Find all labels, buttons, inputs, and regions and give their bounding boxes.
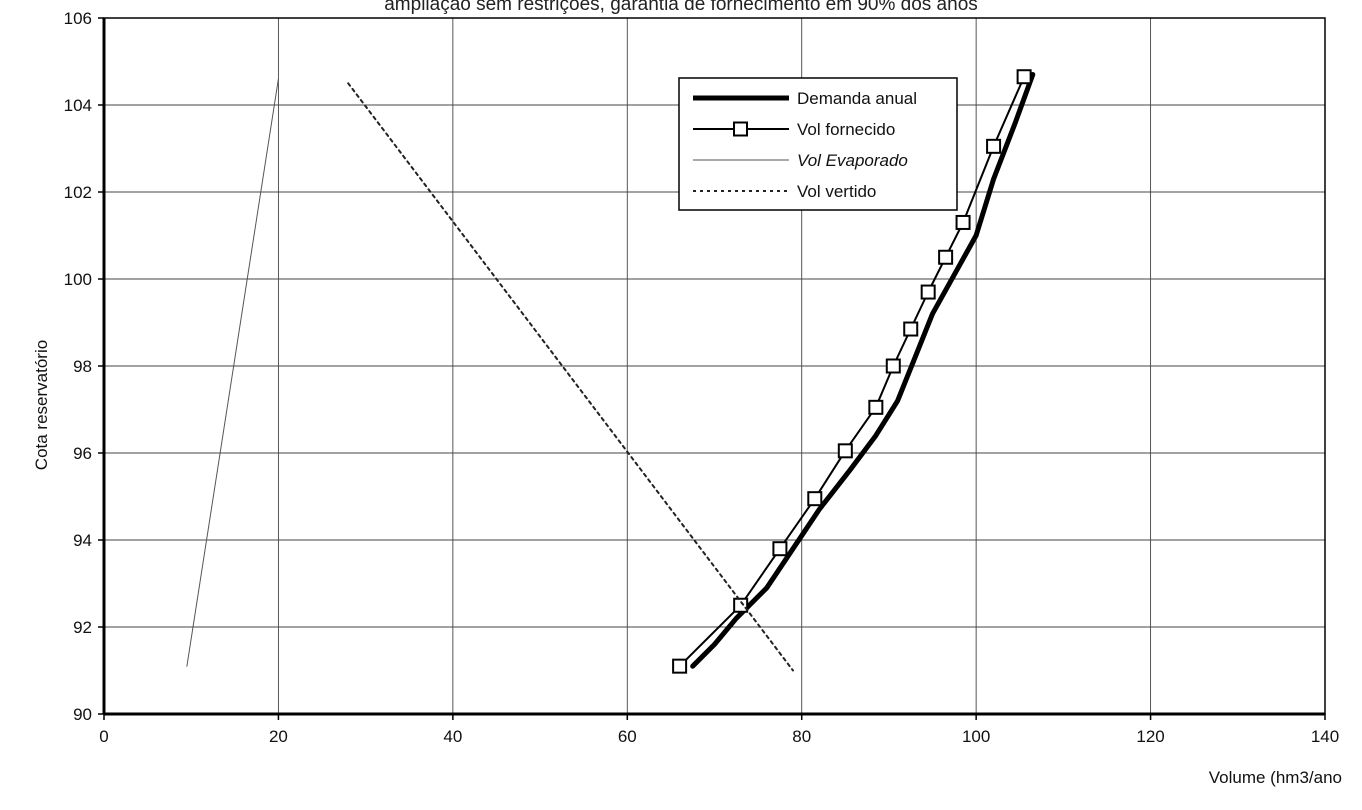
series-line-vol-evaporado [186,78,279,667]
data-point-marker [986,138,1002,154]
legend-label: Demanda anual [797,89,917,108]
x-tick-label: 20 [269,727,288,746]
x-tick-label: 40 [443,727,462,746]
x-axis-label: Volume (hm3/ano [1208,768,1342,787]
y-tick-label: 102 [64,183,92,202]
axis-layer: 0 20 40 60 80 100 120 140 90 92 94 96 98 100 102 104 106 [64,9,1340,746]
legend-label: Vol vertido [797,182,876,201]
y-tick-label: 92 [73,618,92,637]
y-tick-label: 106 [64,9,92,28]
x-tick-label: 100 [962,727,990,746]
series-layer [186,69,1036,674]
y-tick-label: 94 [73,531,92,550]
x-tick-label: 0 [99,727,108,746]
data-point-marker [837,443,853,459]
legend-label: Vol fornecido [797,120,895,139]
data-point-marker [955,214,971,230]
data-point-marker [885,358,901,374]
legend: Demanda anual Vol fornecido Vol Evaporado V… [678,77,958,211]
legend-marker [733,121,748,137]
y-tick-label: 90 [73,705,92,724]
data-point-marker [938,249,954,265]
x-tick-label: 60 [618,727,637,746]
data-point-marker [920,284,936,300]
series-line-demanda-anual [690,72,1036,669]
legend-label: Vol Evaporado [797,151,908,170]
data-point-marker [1016,69,1032,85]
x-tick-label: 140 [1311,727,1339,746]
y-tick-label: 100 [64,270,92,289]
data-point-marker [772,541,788,557]
data-point-marker [733,597,749,613]
data-point-marker [868,399,884,415]
y-tick-label: 104 [64,96,92,115]
chart-title: ampliação sem restrições, garantia de fo… [384,0,978,15]
data-point-marker [807,491,823,507]
series-line-vol-vertido [347,82,794,672]
data-point-marker [672,658,688,674]
y-tick-label: 96 [73,444,92,463]
x-tick-label: 80 [792,727,811,746]
y-tick-label: 98 [73,357,92,376]
data-point-marker [903,321,919,337]
x-tick-label: 120 [1136,727,1164,746]
